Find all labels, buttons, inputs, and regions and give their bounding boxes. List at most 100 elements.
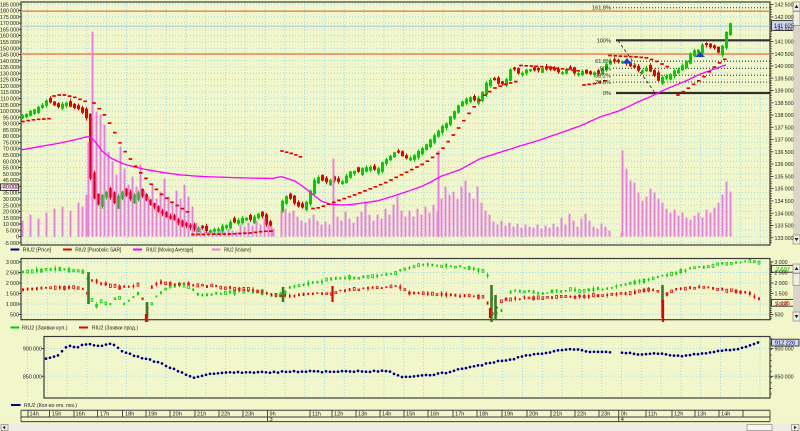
svg-text:141 500: 141 500 <box>775 27 794 33</box>
svg-text:30 000: 30 000 <box>3 197 19 203</box>
svg-text:85 000: 85 000 <box>3 128 19 134</box>
svg-text:11h: 11h <box>648 412 657 418</box>
svg-text:RIU2 (Заявки куп.): RIU2 (Заявки куп.) <box>22 326 68 332</box>
svg-text:136 500: 136 500 <box>775 150 794 156</box>
svg-text:21h: 21h <box>197 412 206 418</box>
svg-text:10 000: 10 000 <box>3 222 19 228</box>
svg-text:3 000: 3 000 <box>6 260 19 266</box>
svg-text:16h: 16h <box>76 412 85 418</box>
svg-text:141 625: 141 625 <box>774 24 795 30</box>
svg-text:137 500: 137 500 <box>775 125 794 131</box>
svg-text:45 000: 45 000 <box>3 178 19 184</box>
svg-text:150 000: 150 000 <box>0 46 19 52</box>
svg-text:14h: 14h <box>721 412 730 418</box>
svg-text:115 000: 115 000 <box>0 90 19 96</box>
svg-text:20h: 20h <box>173 412 182 418</box>
svg-text:23h: 23h <box>245 412 254 418</box>
svg-text:900 000: 900 000 <box>23 347 42 353</box>
svg-text:0: 0 <box>16 235 19 241</box>
svg-text:140 500: 140 500 <box>775 52 794 58</box>
svg-text:138 000: 138 000 <box>775 113 794 119</box>
svg-text:11h: 11h <box>312 412 321 418</box>
svg-text:22h: 22h <box>221 412 230 418</box>
svg-text:4: 4 <box>621 417 624 423</box>
svg-text:2 000: 2 000 <box>775 281 788 287</box>
svg-text:139 500: 139 500 <box>775 76 794 82</box>
svg-text:23h: 23h <box>601 412 610 418</box>
svg-text:20 000: 20 000 <box>3 210 19 216</box>
svg-text:2 500: 2 500 <box>6 271 19 277</box>
svg-text:912 226: 912 226 <box>775 341 796 347</box>
svg-text:40 665: 40 665 <box>1 185 18 191</box>
svg-text:110 000: 110 000 <box>0 97 19 103</box>
svg-text:9h: 9h <box>270 412 276 418</box>
svg-text:105 000: 105 000 <box>0 103 19 109</box>
svg-text:135 500: 135 500 <box>775 175 794 181</box>
svg-text:135 000: 135 000 <box>0 65 19 71</box>
svg-text:160 000: 160 000 <box>0 34 19 40</box>
svg-text:RIU2 (Заявки прод.): RIU2 (Заявки прод.) <box>92 326 138 332</box>
svg-text:2 500: 2 500 <box>775 271 788 277</box>
svg-text:15 000: 15 000 <box>3 216 19 222</box>
svg-text:500: 500 <box>775 313 784 319</box>
svg-text:70 000: 70 000 <box>3 147 19 153</box>
svg-text:22h: 22h <box>577 412 586 418</box>
svg-text:20h: 20h <box>529 412 538 418</box>
svg-text:1 105: 1 105 <box>776 301 790 307</box>
svg-text:3 000: 3 000 <box>775 260 788 266</box>
svg-text:2 697: 2 697 <box>776 267 790 273</box>
svg-text:5 000: 5 000 <box>6 228 19 234</box>
svg-text:55 000: 55 000 <box>3 166 19 172</box>
svg-text:136 000: 136 000 <box>775 162 794 168</box>
svg-text:100 000: 100 000 <box>0 109 19 115</box>
svg-text:155 000: 155 000 <box>0 40 19 46</box>
svg-text:141 000: 141 000 <box>775 40 794 46</box>
svg-text:1 000: 1 000 <box>6 302 19 308</box>
svg-text:100%: 100% <box>597 39 611 45</box>
svg-text:2 000: 2 000 <box>6 281 19 287</box>
svg-text:RIU2 [Moving Average]: RIU2 [Moving Average] <box>146 248 193 254</box>
svg-text:50%: 50% <box>600 66 611 72</box>
svg-text:35 000: 35 000 <box>3 191 19 197</box>
svg-text:900 000: 900 000 <box>775 347 794 353</box>
svg-text:138 500: 138 500 <box>775 101 794 107</box>
svg-text:23.6%: 23.6% <box>595 80 611 86</box>
svg-text:75 000: 75 000 <box>3 141 19 147</box>
svg-text:13h: 13h <box>697 412 706 418</box>
svg-text:175 000: 175 000 <box>0 15 19 21</box>
svg-text:140 000: 140 000 <box>775 64 794 70</box>
svg-text:1 000: 1 000 <box>775 302 788 308</box>
svg-text:142 500: 142 500 <box>775 3 794 9</box>
svg-text:120 000: 120 000 <box>0 84 19 90</box>
svg-text:90 000: 90 000 <box>3 122 19 128</box>
svg-text:142 000: 142 000 <box>775 15 794 21</box>
svg-text:133 000: 133 000 <box>775 236 794 242</box>
svg-text:0h: 0h <box>621 412 627 418</box>
svg-text:18h: 18h <box>479 412 488 418</box>
svg-text:RIU2 [Volume]: RIU2 [Volume] <box>224 248 251 254</box>
svg-text:145 000: 145 000 <box>0 53 19 59</box>
svg-text:95 000: 95 000 <box>3 115 19 121</box>
svg-text:14h: 14h <box>382 412 391 418</box>
svg-text:65 000: 65 000 <box>3 153 19 159</box>
svg-text:170 000: 170 000 <box>0 21 19 27</box>
svg-text:1 500: 1 500 <box>6 292 19 298</box>
svg-text:13h: 13h <box>358 412 367 418</box>
svg-text:850 000: 850 000 <box>23 374 42 380</box>
svg-text:12h: 12h <box>334 412 343 418</box>
svg-text:140 000: 140 000 <box>0 59 19 65</box>
svg-text:19h: 19h <box>504 412 513 418</box>
svg-text:133 500: 133 500 <box>775 224 794 230</box>
svg-text:16h: 16h <box>430 412 439 418</box>
svg-text:17h: 17h <box>455 412 464 418</box>
svg-text:0%: 0% <box>603 91 611 97</box>
svg-text:-5 000: -5 000 <box>4 241 19 247</box>
svg-text:25 000: 25 000 <box>3 203 19 209</box>
svg-text:50 000: 50 000 <box>3 172 19 178</box>
svg-text:130 000: 130 000 <box>0 71 19 77</box>
svg-text:3: 3 <box>270 417 273 423</box>
svg-text:12h: 12h <box>674 412 683 418</box>
svg-text:135 000: 135 000 <box>775 187 794 193</box>
svg-text:18h: 18h <box>125 412 134 418</box>
svg-text:40 000: 40 000 <box>3 184 19 190</box>
